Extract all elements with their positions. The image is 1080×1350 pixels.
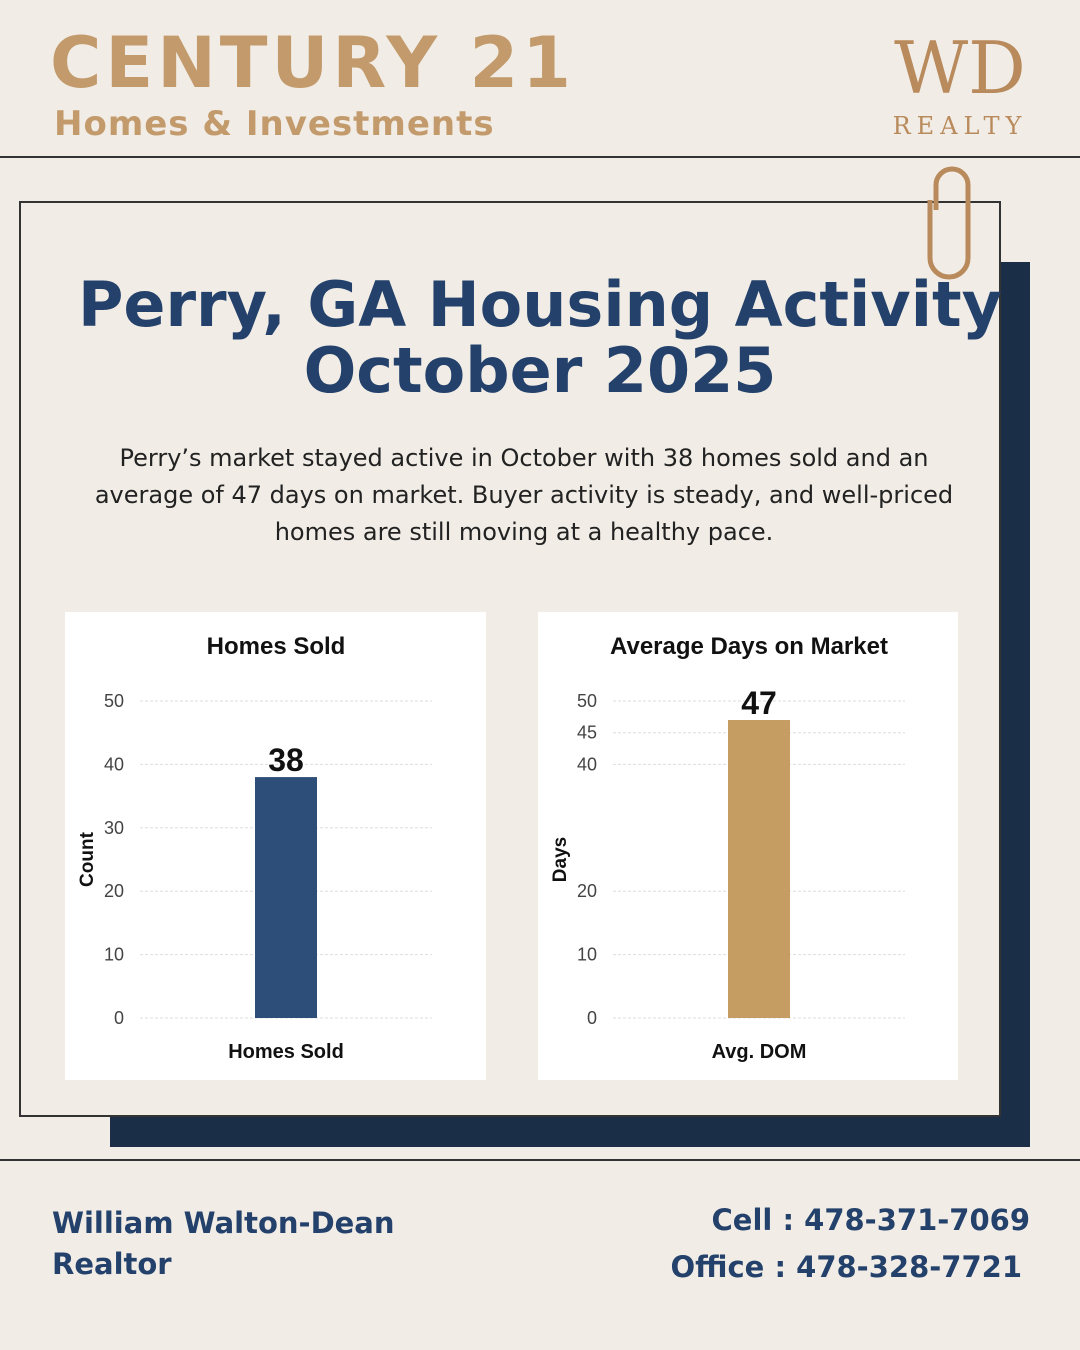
y-axis-label: Days <box>550 837 571 882</box>
agent-role: Realtor <box>52 1247 172 1281</box>
y-tick-label: 30 <box>104 818 124 838</box>
logo: WD <box>894 26 1026 110</box>
value-label: 47 <box>741 685 777 721</box>
bar <box>255 777 317 1018</box>
y-tick-label: 50 <box>577 691 597 711</box>
y-tick-label: 10 <box>104 945 124 965</box>
chart-title: Average Days on Market <box>610 633 888 660</box>
y-tick-label: 40 <box>577 754 597 774</box>
office: Office : 478-328-7721 <box>670 1250 1023 1284</box>
x-tick-label: Homes Sold <box>228 1041 344 1063</box>
y-tick-label: 0 <box>114 1008 124 1028</box>
brand: CENTURY 21 <box>50 22 575 104</box>
y-tick-label: 0 <box>587 1008 597 1028</box>
cell: Cell : 478-371-7069 <box>711 1203 1030 1237</box>
y-tick-label: 45 <box>577 723 597 743</box>
brand-sub: Homes & Investments <box>54 104 495 144</box>
chart-title: Homes Sold <box>207 633 346 660</box>
x-tick-label: Avg. DOM <box>712 1041 807 1063</box>
logo-sub: REALTY <box>892 112 1028 140</box>
title: Perry, GA Housing Activity <box>77 268 1003 341</box>
bar <box>728 720 790 1018</box>
y-tick-label: 20 <box>577 881 597 901</box>
y-tick-label: 10 <box>577 945 597 965</box>
y-tick-label: 40 <box>104 754 124 774</box>
y-tick-label: 20 <box>104 881 124 901</box>
y-tick-label: 50 <box>104 691 124 711</box>
y-axis-label: Count <box>77 831 98 887</box>
agent-name: William Walton-Dean <box>52 1206 395 1240</box>
paperclip <box>927 166 971 280</box>
value-label: 38 <box>268 742 304 778</box>
description: Perry’s market stayed active in October … <box>94 444 954 546</box>
title: October 2025 <box>303 334 777 407</box>
